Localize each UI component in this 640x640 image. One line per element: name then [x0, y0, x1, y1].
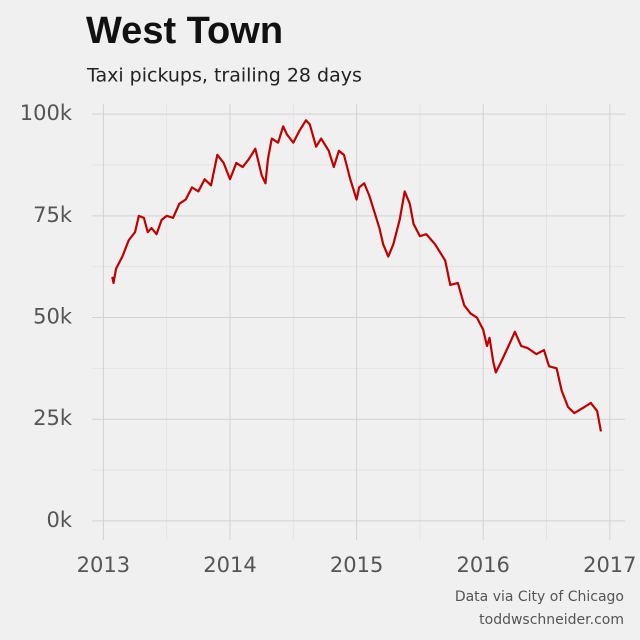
y-tick-label: 100k — [20, 101, 73, 125]
x-tick-label: 2017 — [583, 553, 636, 577]
y-tick-label: 0k — [46, 508, 72, 532]
y-tick-label: 25k — [33, 406, 73, 430]
x-tick-label: 2014 — [203, 553, 256, 577]
chart-subtitle: Taxi pickups, trailing 28 days — [86, 65, 362, 87]
x-tick-label: 2016 — [456, 553, 509, 577]
chart-title: West Town — [86, 10, 283, 52]
x-tick-label: 2013 — [77, 553, 130, 577]
source-note: Data via City of Chicago — [455, 589, 624, 605]
credit-note: toddwschneider.com — [479, 612, 624, 628]
x-tick-label: 2015 — [330, 553, 383, 577]
data-line — [111, 119, 603, 432]
y-tick-label: 75k — [33, 203, 73, 227]
y-tick-label: 50k — [33, 305, 73, 329]
